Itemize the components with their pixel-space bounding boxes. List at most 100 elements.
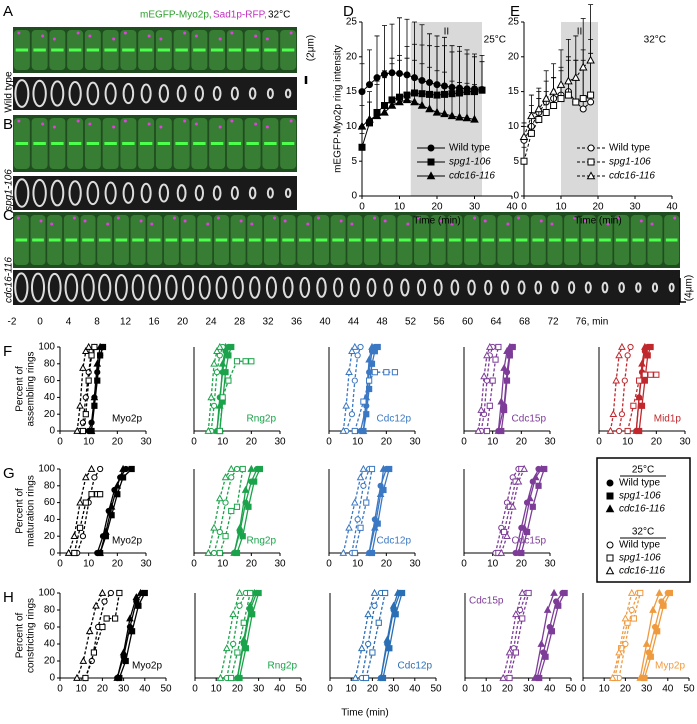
x-axis-label: Time (min) bbox=[341, 708, 388, 719]
marker bbox=[618, 411, 626, 418]
marker bbox=[228, 507, 235, 515]
y-tick-label: 40 bbox=[44, 514, 56, 525]
series-line bbox=[368, 468, 385, 554]
marker bbox=[92, 601, 100, 609]
ring-end-on bbox=[534, 280, 543, 295]
spb bbox=[230, 119, 234, 123]
marker bbox=[641, 342, 649, 350]
y-tick-label: 20 bbox=[44, 531, 56, 542]
x-tick-label: 10 bbox=[217, 559, 229, 570]
x-tick-label: 30 bbox=[544, 559, 556, 570]
x-tick-label: 40 bbox=[544, 684, 556, 695]
error-bar bbox=[565, 39, 571, 82]
marker bbox=[370, 588, 379, 596]
marker bbox=[210, 523, 218, 531]
spb bbox=[617, 216, 621, 220]
ring-end-on bbox=[551, 280, 559, 295]
ring-end-on bbox=[212, 185, 222, 201]
spb bbox=[83, 219, 87, 223]
ring-end-on bbox=[248, 186, 257, 200]
legend-label: cdc16-116 bbox=[619, 566, 665, 577]
spb bbox=[216, 216, 220, 220]
shaded-interval bbox=[410, 22, 482, 196]
marker bbox=[368, 465, 376, 473]
marker bbox=[526, 494, 534, 502]
spb bbox=[112, 37, 116, 41]
marker bbox=[608, 673, 617, 681]
ring-end-on bbox=[584, 281, 592, 294]
marker bbox=[236, 602, 243, 609]
marker bbox=[96, 548, 104, 556]
y-tick-label: 60 bbox=[44, 497, 56, 508]
marker bbox=[392, 611, 399, 618]
x-tick-label: 0 bbox=[580, 684, 586, 695]
x-tick-label: 20 bbox=[502, 684, 514, 695]
error-bar bbox=[374, 80, 380, 116]
ring-end-on bbox=[86, 81, 100, 106]
series-line bbox=[534, 592, 555, 679]
spb bbox=[473, 216, 477, 220]
ring-end-on bbox=[148, 274, 162, 301]
error-bar bbox=[412, 59, 417, 103]
marker bbox=[660, 602, 667, 609]
marker bbox=[642, 639, 651, 647]
series-line bbox=[238, 592, 260, 679]
ring-end-on bbox=[176, 184, 187, 202]
marker bbox=[489, 377, 496, 384]
spb bbox=[606, 222, 610, 226]
error-bar bbox=[457, 82, 462, 118]
ring-end-on bbox=[122, 182, 135, 204]
marker bbox=[389, 601, 398, 609]
x-tick-label: 0 bbox=[192, 684, 198, 695]
marker bbox=[81, 347, 90, 355]
series-line bbox=[216, 346, 227, 432]
marker bbox=[477, 405, 486, 413]
marker bbox=[216, 673, 225, 681]
marker bbox=[233, 673, 242, 681]
marker bbox=[534, 104, 544, 113]
spb bbox=[123, 119, 127, 123]
spb bbox=[39, 219, 43, 223]
marker bbox=[76, 401, 84, 409]
marker bbox=[87, 464, 96, 472]
panel-letter: D bbox=[343, 3, 354, 20]
marker bbox=[71, 549, 78, 557]
marker bbox=[241, 485, 250, 493]
error-bar bbox=[580, 18, 586, 68]
marker bbox=[345, 368, 353, 376]
x-tick-label: 20 bbox=[516, 437, 528, 448]
ring-end-on bbox=[30, 272, 46, 303]
x-tick-label: 10 bbox=[352, 559, 364, 570]
marker bbox=[122, 657, 129, 665]
spb bbox=[250, 222, 254, 226]
spb bbox=[406, 222, 410, 226]
spb bbox=[183, 219, 187, 223]
spb bbox=[417, 216, 421, 220]
marker bbox=[386, 465, 393, 473]
y-tick-label: 60 bbox=[44, 622, 56, 633]
marker bbox=[402, 95, 412, 104]
marker bbox=[606, 541, 614, 549]
marker bbox=[520, 157, 528, 165]
marker bbox=[571, 73, 581, 81]
marker bbox=[235, 588, 244, 596]
marker bbox=[76, 498, 84, 506]
ring-end-on bbox=[212, 86, 222, 101]
error-bar bbox=[374, 35, 380, 78]
marker bbox=[666, 589, 674, 597]
legend-label: spg1-106 bbox=[609, 157, 651, 168]
marker bbox=[630, 615, 637, 622]
y-tick-label: 5 bbox=[513, 156, 519, 167]
marker bbox=[339, 548, 348, 556]
legend-label: cdc16-116 bbox=[449, 171, 495, 182]
marker bbox=[91, 343, 98, 351]
marker bbox=[383, 635, 392, 643]
ring-end-on bbox=[383, 278, 393, 297]
ring-end-on bbox=[68, 180, 82, 206]
marker bbox=[230, 640, 237, 648]
marker bbox=[113, 673, 122, 681]
error-bar bbox=[382, 77, 387, 113]
error-bar bbox=[434, 70, 440, 113]
spb bbox=[373, 216, 377, 220]
